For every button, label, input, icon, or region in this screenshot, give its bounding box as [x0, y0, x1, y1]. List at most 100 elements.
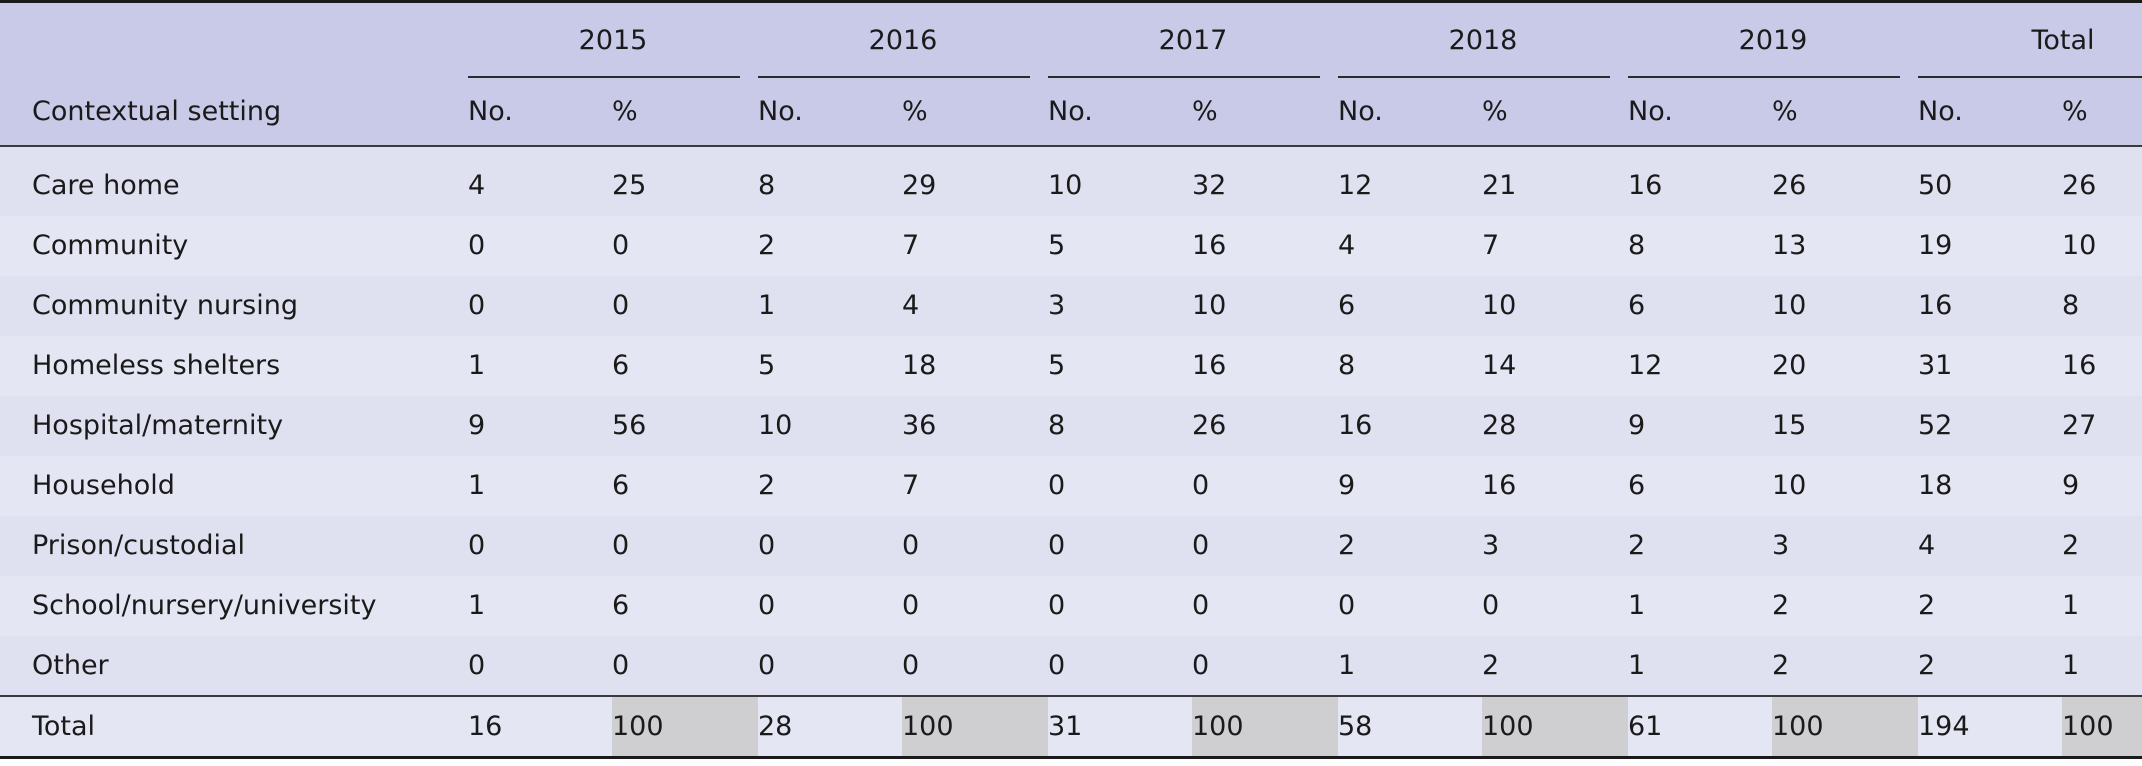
setting-cell: Care home: [0, 144, 468, 216]
count-cell: 6: [1628, 470, 1646, 501]
total-count-cell: 16: [468, 694, 612, 759]
year-label: 2016: [868, 24, 938, 56]
count-cell: 3: [1048, 290, 1066, 321]
pct-subheader: %: [612, 95, 638, 127]
year-underline: [1918, 75, 2142, 78]
total-percent-cell: 100: [612, 694, 758, 759]
table-row: Prison/custodial 0 0 0 0 0 0 2 3 2 3 4 2: [0, 515, 2142, 576]
percent-cell: 15: [1772, 410, 1807, 441]
count-cell: 0: [1048, 530, 1066, 561]
table-row: Community 0 0 2 7 5 16 4 7 8 13 19 10: [0, 215, 2142, 276]
percent-cell: 16: [1192, 230, 1227, 261]
count-cell: 16: [1628, 144, 1772, 216]
count-cell: 2: [1918, 649, 1936, 681]
year-header: 2018: [1338, 0, 1628, 78]
year-underline: [1338, 75, 1610, 78]
count-cell: 9: [1338, 470, 1356, 501]
total-count-cell: 61: [1628, 694, 1772, 759]
table-body: Care home 4 25 8 29 10 32 12 21 16 26 50 26 Community…: [0, 144, 2142, 759]
percent-cell: 0: [1192, 530, 1210, 561]
count-cell: 2: [758, 230, 776, 261]
year-header: Total: [1918, 0, 2142, 78]
count-cell: 8: [758, 144, 902, 216]
count-cell: 2: [758, 470, 776, 501]
count-cell: 6: [1628, 290, 1646, 321]
percent-cell: 14: [1482, 350, 1517, 381]
header-corner-blank: [0, 0, 468, 78]
setting-cell: Household: [32, 470, 175, 501]
percent-cell: 3: [1482, 530, 1500, 561]
total-percent-cell: 100: [1192, 694, 1338, 759]
total-count-cell: 194: [1918, 694, 2062, 759]
pct-subheader: %: [1482, 95, 1508, 127]
count-cell: 0: [468, 290, 486, 321]
contextual-setting-header: Contextual setting: [32, 95, 282, 127]
percent-cell: 1: [2062, 590, 2080, 621]
count-cell: 16: [1918, 290, 1953, 321]
count-cell: 1: [1628, 649, 1646, 681]
percent-cell: 10: [1772, 470, 1807, 501]
count-cell: 0: [758, 590, 776, 621]
count-cell: 1: [1628, 590, 1646, 621]
percent-cell: 26: [2062, 144, 2142, 216]
percent-cell: 0: [612, 530, 630, 561]
count-cell: 0: [758, 649, 776, 681]
count-cell: 0: [1338, 590, 1356, 621]
year-label: 2017: [1158, 24, 1228, 56]
percent-cell: 36: [902, 410, 937, 441]
percent-cell: 29: [902, 144, 1048, 216]
count-cell: 1: [1338, 649, 1356, 681]
percent-cell: 26: [1192, 410, 1227, 441]
percent-cell: 0: [902, 649, 920, 681]
percent-cell: 4: [902, 290, 920, 321]
percent-cell: 10: [2062, 230, 2097, 261]
count-cell: 8: [1338, 350, 1356, 381]
count-cell: 19: [1918, 230, 1953, 261]
percent-cell: 25: [612, 144, 758, 216]
percent-cell: 0: [1192, 649, 1210, 681]
count-cell: 10: [758, 410, 793, 441]
count-cell: 0: [1048, 470, 1066, 501]
no-subheader: No.: [1048, 95, 1093, 127]
percent-cell: 32: [1192, 144, 1338, 216]
total-percent-cell: 100: [1772, 694, 1918, 759]
pct-subheader: %: [2062, 95, 2088, 127]
percent-cell: 16: [2062, 350, 2097, 381]
percent-cell: 0: [612, 230, 630, 261]
count-cell: 5: [758, 350, 776, 381]
year-header: 2017: [1048, 0, 1338, 78]
count-cell: 50: [1918, 144, 2062, 216]
count-cell: 2: [1918, 590, 1936, 621]
percent-cell: 2: [2062, 530, 2080, 561]
no-subheader: No.: [758, 95, 803, 127]
no-subheader: No.: [1628, 95, 1673, 127]
percent-cell: 8: [2062, 290, 2080, 321]
count-cell: 0: [1048, 649, 1066, 681]
table-header: 2015 2016 2017 2018 2019 Total Contextua…: [0, 0, 2142, 146]
percent-cell: 13: [1772, 230, 1807, 261]
percent-cell: 2: [1772, 590, 1790, 621]
total-percent-cell: 100: [2062, 694, 2142, 759]
year-label: 2015: [578, 24, 648, 56]
percent-cell: 0: [902, 590, 920, 621]
count-cell: 2: [1628, 530, 1646, 561]
percent-cell: 2: [1482, 649, 1500, 681]
percent-cell: 7: [902, 470, 920, 501]
percent-cell: 16: [1482, 470, 1517, 501]
percent-cell: 6: [612, 590, 630, 621]
count-cell: 5: [1048, 350, 1066, 381]
count-cell: 8: [1048, 410, 1066, 441]
count-cell: 10: [1048, 144, 1192, 216]
count-cell: 52: [1918, 410, 1953, 441]
count-cell: 4: [468, 144, 612, 216]
count-cell: 0: [468, 230, 486, 261]
count-cell: 6: [1338, 290, 1356, 321]
setting-cell: Homeless shelters: [32, 350, 281, 381]
count-cell: 31: [1918, 350, 1953, 381]
count-cell: 0: [1048, 590, 1066, 621]
count-cell: 4: [1918, 530, 1936, 561]
year-header-row: 2015 2016 2017 2018 2019 Total: [0, 0, 2142, 78]
percent-cell: 0: [1192, 470, 1210, 501]
percent-cell: 1: [2062, 649, 2080, 681]
